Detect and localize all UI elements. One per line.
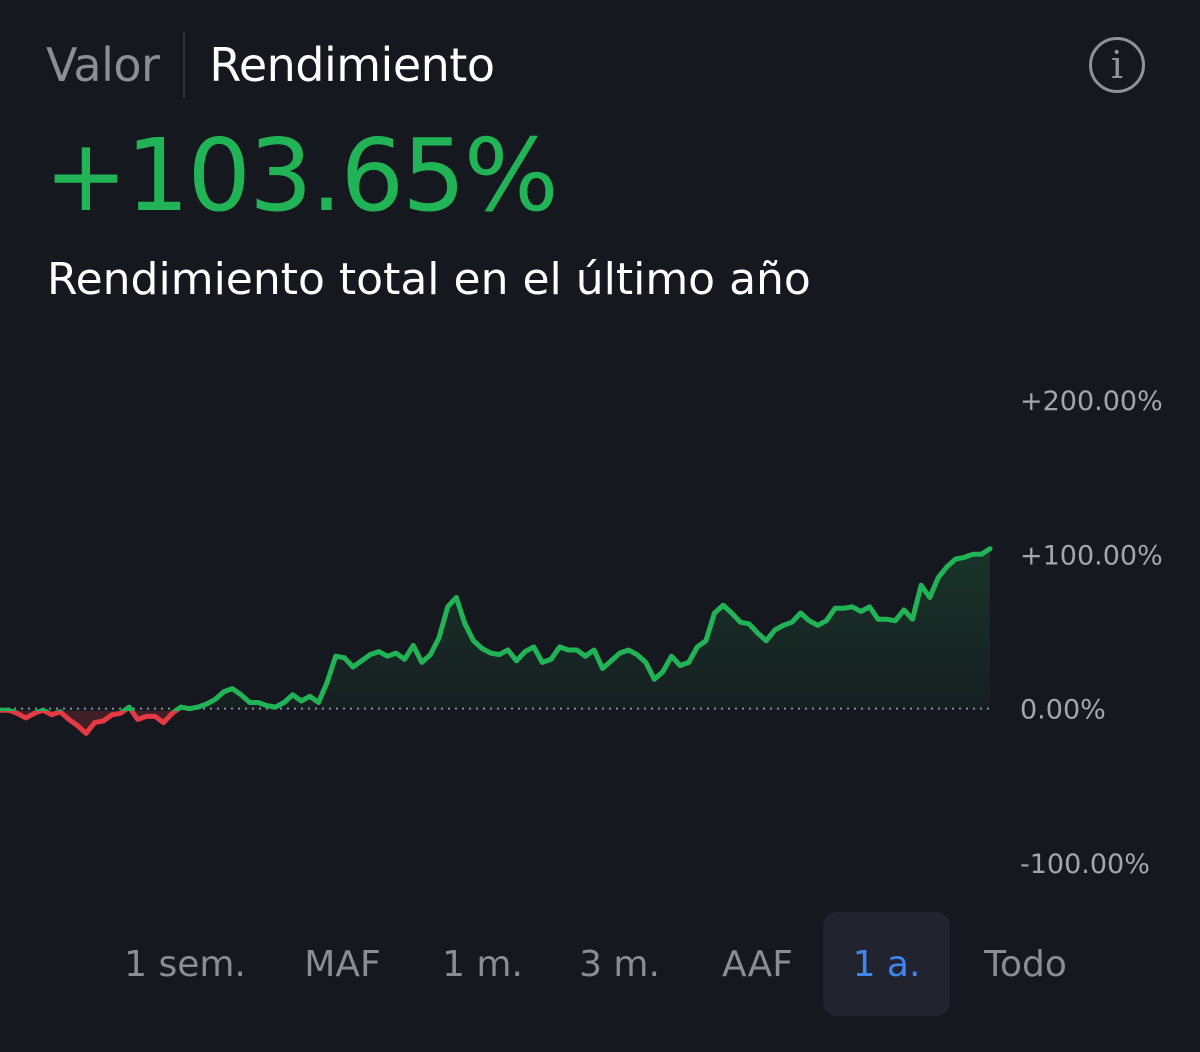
positive-area-fill bbox=[0, 548, 990, 711]
series-line-negative bbox=[0, 711, 191, 736]
range-1-week-button[interactable]: 1 sem. bbox=[124, 943, 246, 985]
performance-chart[interactable]: +200.00% +100.00% 0.00% -100.00% bbox=[0, 370, 1200, 910]
range-ytd-button[interactable]: AAF bbox=[722, 943, 793, 985]
return-value: +103.65% bbox=[44, 117, 559, 234]
range-3-month-button[interactable]: 3 m. bbox=[579, 943, 660, 985]
tab-valor[interactable]: Valor bbox=[46, 38, 160, 92]
y-tick-label: +100.00% bbox=[1020, 540, 1163, 571]
y-tick-label: 0.00% bbox=[1020, 695, 1106, 726]
range-all-button[interactable]: Todo bbox=[984, 943, 1067, 985]
info-icon[interactable]: i bbox=[1089, 37, 1145, 93]
range-1-year-button[interactable]: 1 a. bbox=[823, 912, 950, 1016]
tab-rendimiento[interactable]: Rendimiento bbox=[209, 38, 495, 92]
tab-divider bbox=[183, 32, 186, 98]
series-line-positive bbox=[0, 546, 993, 711]
range-1-month-button[interactable]: 1 m. bbox=[442, 943, 523, 985]
range-mtd-button[interactable]: MAF bbox=[304, 943, 381, 985]
view-tabs: Valor Rendimiento bbox=[46, 30, 495, 100]
y-tick-label: +200.00% bbox=[1020, 386, 1163, 417]
time-range-selector: 1 sem. MAF 1 m. 3 m. AAF 1 a. Todo bbox=[0, 912, 1200, 1016]
y-tick-label: -100.00% bbox=[1020, 849, 1150, 880]
return-subtitle: Rendimiento total en el último año bbox=[47, 254, 811, 305]
